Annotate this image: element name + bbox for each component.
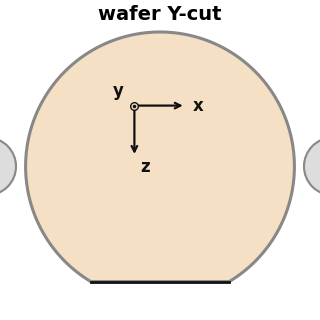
- Circle shape: [0, 138, 16, 195]
- Text: wafer Y-cut: wafer Y-cut: [98, 5, 222, 24]
- Polygon shape: [26, 32, 294, 282]
- Circle shape: [304, 138, 320, 195]
- Text: x: x: [193, 97, 204, 115]
- Text: z: z: [140, 158, 150, 176]
- Text: y: y: [113, 83, 124, 100]
